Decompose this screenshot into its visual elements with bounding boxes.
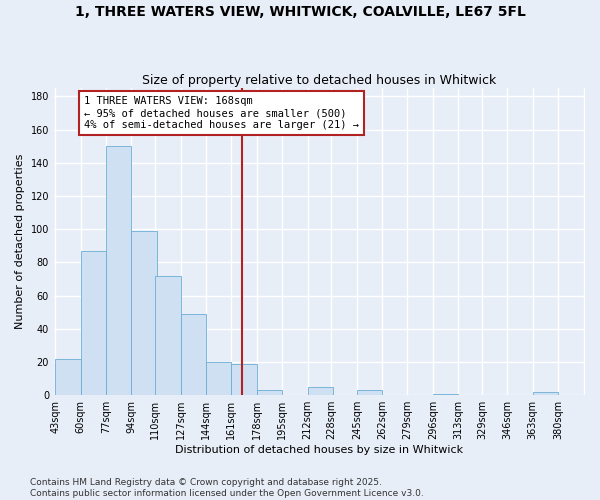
Y-axis label: Number of detached properties: Number of detached properties — [15, 154, 25, 330]
Bar — [81, 251, 106, 395]
Bar — [106, 146, 131, 395]
Bar — [206, 362, 232, 395]
Bar — [357, 390, 382, 395]
Text: Contains HM Land Registry data © Crown copyright and database right 2025.
Contai: Contains HM Land Registry data © Crown c… — [30, 478, 424, 498]
Text: 1, THREE WATERS VIEW, WHITWICK, COALVILLE, LE67 5FL: 1, THREE WATERS VIEW, WHITWICK, COALVILL… — [74, 5, 526, 19]
Bar — [433, 394, 458, 395]
Bar — [55, 358, 81, 395]
Title: Size of property relative to detached houses in Whitwick: Size of property relative to detached ho… — [142, 74, 497, 87]
Bar — [308, 387, 333, 395]
Bar — [155, 276, 181, 395]
Bar — [131, 231, 157, 395]
X-axis label: Distribution of detached houses by size in Whitwick: Distribution of detached houses by size … — [175, 445, 464, 455]
Bar — [533, 392, 558, 395]
Text: 1 THREE WATERS VIEW: 168sqm
← 95% of detached houses are smaller (500)
4% of sem: 1 THREE WATERS VIEW: 168sqm ← 95% of det… — [84, 96, 359, 130]
Bar — [257, 390, 282, 395]
Bar — [181, 314, 206, 395]
Bar — [232, 364, 257, 395]
